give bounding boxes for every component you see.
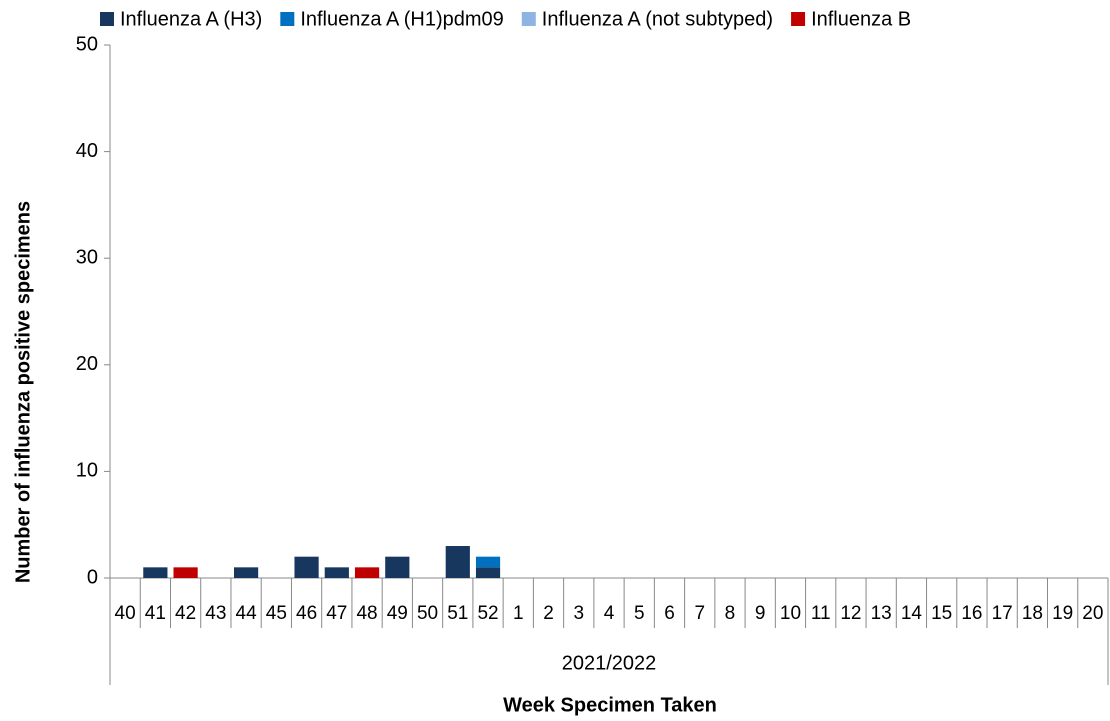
x-tick-label: 52: [477, 603, 498, 624]
bar-segment: [173, 567, 198, 578]
x-tick-label: 20: [1082, 603, 1103, 624]
bar-segment: [143, 567, 168, 578]
x-tick-label: 17: [992, 603, 1013, 624]
bar-segment: [475, 556, 501, 568]
x-tick-label: 40: [115, 603, 136, 624]
x-tick-label: 13: [871, 603, 892, 624]
bar-segment: [324, 567, 349, 578]
bar-segment: [475, 567, 501, 578]
x-tick-label: 46: [296, 603, 317, 624]
bar-segment: [354, 567, 380, 578]
y-tick-label: 10: [76, 460, 98, 482]
legend-swatch: [280, 12, 295, 26]
legend-label: Influenza A (H3): [120, 8, 262, 30]
x-tick-label: 16: [961, 603, 982, 624]
x-tick-label: 14: [901, 603, 923, 624]
x-tick-label: 41: [145, 603, 166, 624]
x-tick-label: 48: [356, 603, 377, 624]
y-tick-label: 40: [76, 140, 98, 162]
legend-label: Influenza A (H1)pdm09: [300, 8, 503, 30]
x-group-label: 2021/2022: [562, 652, 657, 674]
y-tick-label: 20: [76, 353, 98, 375]
bar-segment: [445, 546, 470, 578]
x-tick-label: 50: [417, 603, 438, 624]
x-tick-label: 6: [664, 603, 675, 624]
legend-label: Influenza B: [811, 8, 911, 30]
x-tick-label: 12: [840, 603, 861, 624]
x-tick-label: 7: [694, 603, 705, 624]
bar-segment: [233, 567, 259, 578]
x-tick-label: 11: [811, 603, 831, 624]
x-tick-label: 3: [573, 603, 584, 624]
x-tick-label: 43: [205, 603, 226, 624]
x-tick-label: 49: [387, 603, 408, 624]
x-tick-label: 4: [604, 603, 615, 624]
y-tick-label: 0: [87, 566, 98, 588]
y-tick-label: 30: [76, 246, 98, 268]
x-tick-label: 1: [513, 603, 524, 624]
bar-segment: [294, 556, 319, 578]
legend-swatch: [521, 12, 536, 26]
x-tick-label: 45: [266, 603, 287, 624]
x-tick-label: 15: [931, 603, 952, 624]
legend-swatch: [100, 12, 114, 26]
bar-segment: [385, 556, 410, 578]
legend-swatch: [791, 12, 806, 26]
x-tick-label: 5: [634, 603, 645, 624]
x-tick-label: 8: [725, 603, 736, 624]
x-tick-label: 51: [447, 603, 468, 624]
x-tick-label: 18: [1022, 603, 1043, 624]
x-tick-label: 19: [1052, 603, 1073, 624]
x-tick-label: 47: [326, 603, 347, 624]
x-tick-label: 2: [543, 603, 554, 624]
legend-label: Influenza A (not subtyped): [542, 8, 773, 30]
x-tick-label: 10: [780, 603, 801, 624]
x-tick-label: 42: [175, 603, 196, 624]
x-axis-title: Week Specimen Taken: [503, 694, 717, 716]
x-tick-label: 44: [236, 603, 258, 624]
x-tick-label: 9: [755, 603, 766, 624]
y-tick-label: 50: [76, 33, 98, 55]
y-axis-title: Number of influenza positive specimens: [12, 201, 34, 583]
